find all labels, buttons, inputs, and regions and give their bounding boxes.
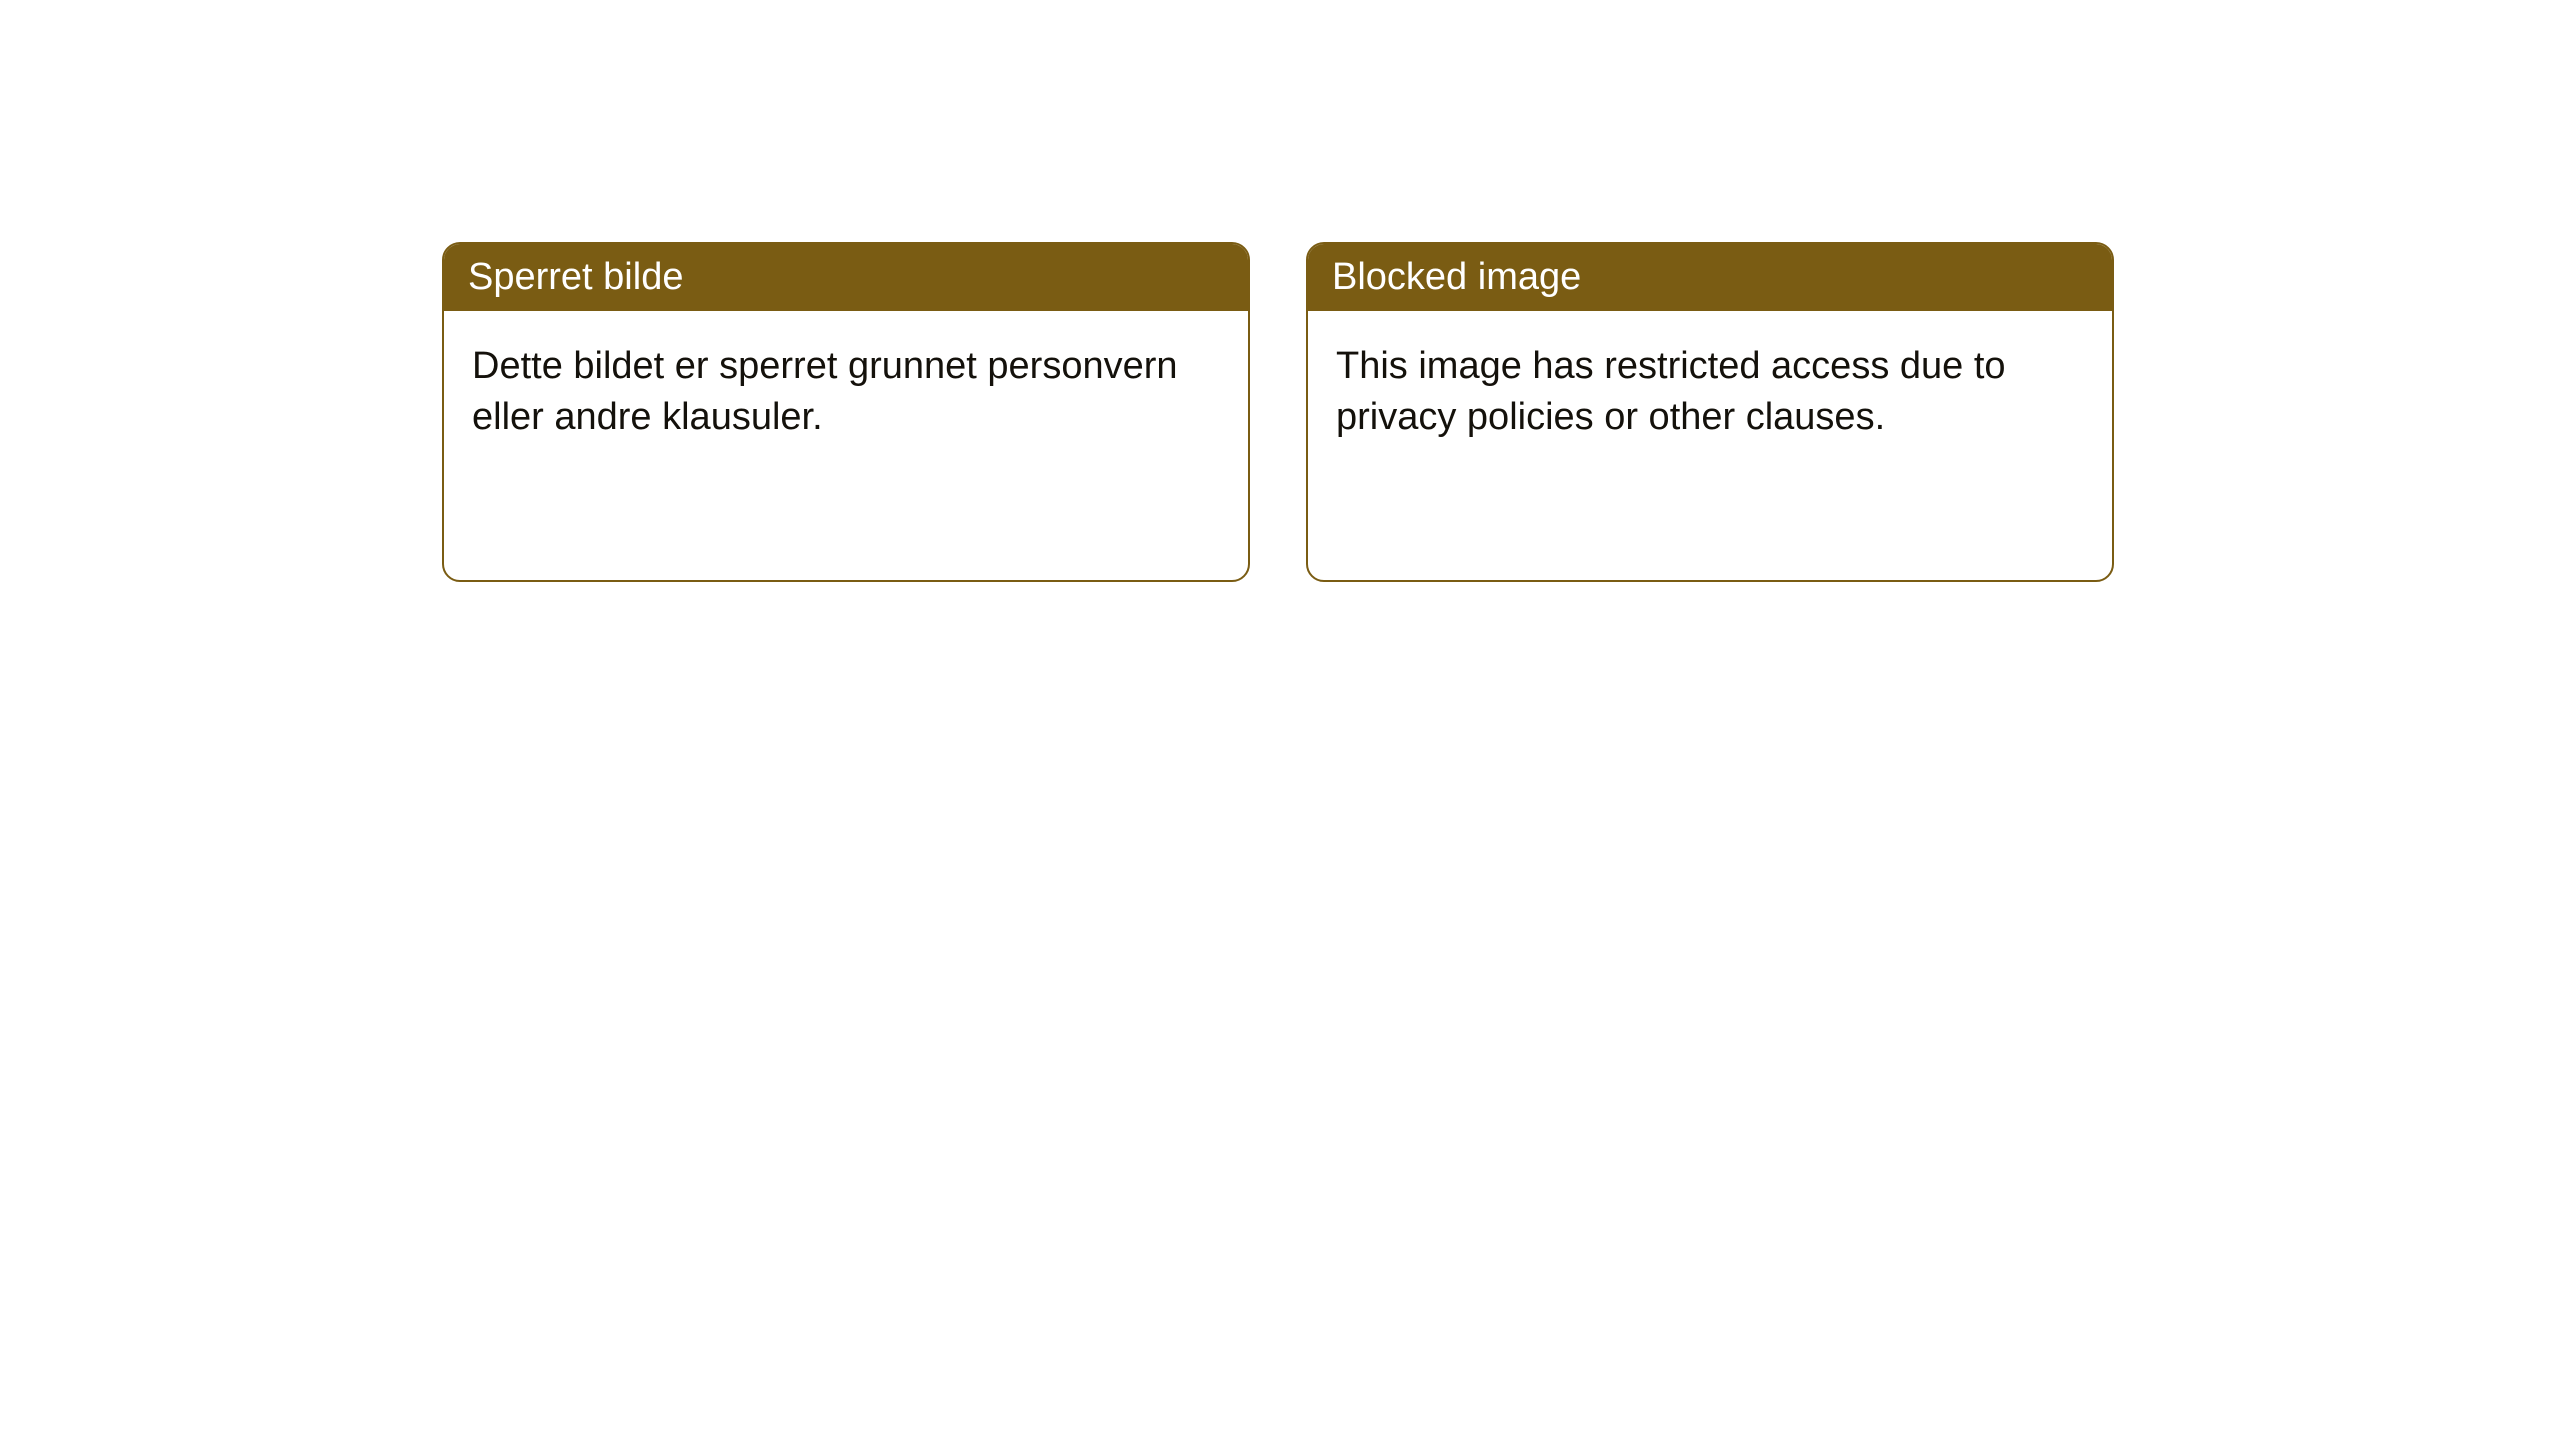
card-header-en: Blocked image <box>1308 244 2112 311</box>
notice-container: Sperret bilde Dette bildet er sperret gr… <box>0 0 2560 582</box>
card-body-no: Dette bildet er sperret grunnet personve… <box>444 311 1248 474</box>
blocked-image-card-en: Blocked image This image has restricted … <box>1306 242 2114 582</box>
card-header-no: Sperret bilde <box>444 244 1248 311</box>
card-body-en: This image has restricted access due to … <box>1308 311 2112 474</box>
blocked-image-card-no: Sperret bilde Dette bildet er sperret gr… <box>442 242 1250 582</box>
